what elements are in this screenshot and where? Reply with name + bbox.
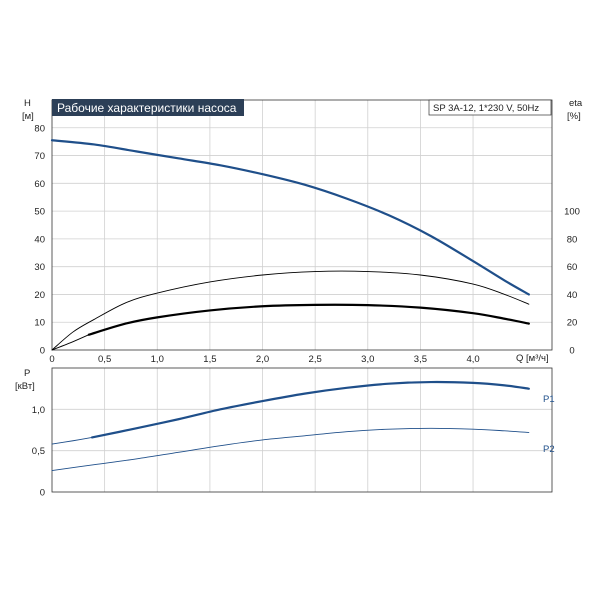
x-tick-label: 0 (49, 354, 54, 365)
x-tick-label: 0,5 (98, 354, 111, 365)
y-right-tick-label: 20 (567, 318, 578, 329)
upper-panel-frame (51, 99, 553, 351)
subtitle-box (428, 99, 552, 116)
y-left-label-unit: [м] (22, 111, 34, 122)
upper-curve-1 (51, 270, 530, 351)
power-tick-label: 0,5 (32, 446, 45, 457)
lower-curve-p2-2 (51, 427, 530, 471)
upper-curve-3 (87, 303, 530, 336)
y-left-tick-label: 60 (34, 179, 45, 190)
y-left-tick-label: 20 (34, 290, 45, 301)
upper-curve-2 (51, 334, 90, 351)
power-tick-label: 0 (40, 488, 45, 499)
y-left-tick-label: 40 (34, 234, 45, 245)
title-background (52, 99, 244, 116)
series-label-p2: P2 (543, 444, 555, 455)
x-tick-label: 1,5 (203, 354, 216, 365)
y-right-tick-label: 40 (567, 290, 578, 301)
y-right-tick-label: 80 (567, 234, 578, 245)
power-tick-label: 1,0 (32, 405, 45, 416)
power-axis-label-unit: [кВт] (15, 381, 35, 392)
lower-curve-p1-0 (51, 436, 93, 445)
x-tick-label: 2,0 (256, 354, 269, 365)
lower-grid (52, 368, 552, 492)
y-left-label-symbol: H (24, 98, 31, 109)
y-left-tick-label: 0 (40, 346, 45, 357)
x-tick-label: 4,0 (466, 354, 479, 365)
y-left-tick-label: 80 (34, 123, 45, 134)
y-right-label-symbol: eta (569, 98, 583, 109)
y-right-label-unit: [%] (567, 111, 581, 122)
x-tick-label: 3,5 (414, 354, 427, 365)
upper-grid (52, 100, 552, 350)
x-tick-label: 2,5 (309, 354, 322, 365)
lower-panel-frame (51, 367, 553, 493)
y-right-tick-label: 100 (564, 207, 580, 218)
y-left-tick-label: 50 (34, 207, 45, 218)
curves (50, 139, 530, 471)
tick-labels: 0 0,5 1,0 1,5 2,0 2,5 3,0 3,5 4,0 0 10 20 30 40 50 60 70… (32, 123, 580, 498)
y-left-tick-label: 10 (34, 318, 45, 329)
y-right-tick-label: 60 (567, 262, 578, 273)
series-label-p1: P1 (543, 394, 555, 405)
x-tick-label: 3,0 (361, 354, 374, 365)
chart-title: Рабочие характеристики насоса (57, 101, 237, 115)
x-axis-label: Q [м³/ч] (516, 353, 549, 364)
pump-model-subtitle: SP 3A-12, 1*230 V, 50Hz (433, 103, 539, 114)
y-left-tick-label: 70 (34, 151, 45, 162)
x-tick-label: 1,0 (151, 354, 164, 365)
panel-frames (51, 99, 553, 493)
y-left-tick-label: 30 (34, 262, 45, 273)
lower-curve-p1-1 (90, 380, 530, 439)
y-right-tick-label: 0 (569, 346, 574, 357)
upper-curve-0 (50, 139, 530, 296)
power-axis-label-symbol: P (24, 368, 30, 379)
